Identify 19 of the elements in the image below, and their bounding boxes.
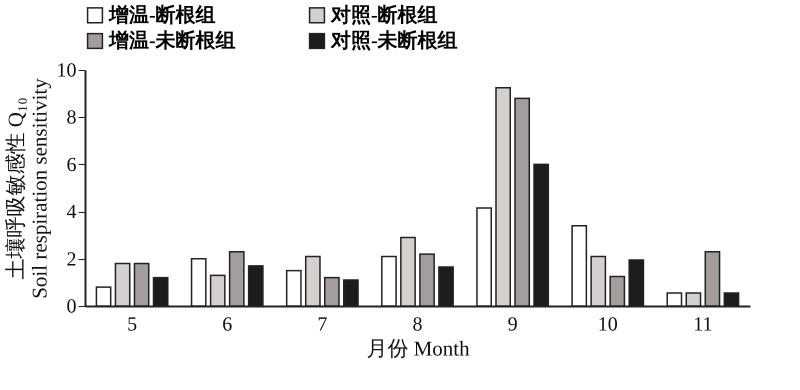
x-axis-title: 月份 Month	[366, 336, 470, 360]
x-tick-label: 5	[127, 314, 138, 336]
y-tick-label: 0	[66, 296, 76, 318]
legend-label: 对照-未断根组	[330, 30, 458, 52]
x-tick-label: 8	[412, 314, 422, 336]
y-tick-label: 10	[56, 60, 76, 82]
x-tick-label: 9	[508, 314, 518, 336]
x-tick-label: 6	[222, 314, 232, 336]
legend-label: 对照-断根组	[330, 4, 438, 26]
legend-label: 增温-未断根组	[108, 30, 236, 52]
y-tick-label: 6	[66, 154, 76, 176]
legend-label: 增温-断根组	[108, 4, 216, 26]
y-axis-title: 土壤呼吸敏感性 Q₁₀ Soil respiration sensitivity	[4, 78, 52, 299]
y-tick-label: 8	[66, 106, 76, 129]
x-tick-label: 10	[598, 314, 618, 336]
y-tick-label: 4	[66, 201, 76, 224]
x-tick-label: 7	[317, 314, 328, 336]
y-tick-label: 2	[66, 248, 76, 270]
x-tick-label: 11	[693, 314, 713, 336]
